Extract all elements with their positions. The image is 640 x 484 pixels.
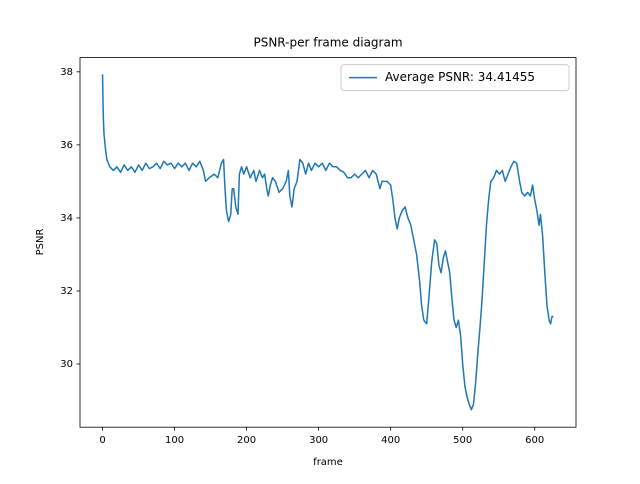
x-tick-label: 200 xyxy=(237,435,256,446)
x-tick-label: 0 xyxy=(99,435,105,446)
legend-label: Average PSNR: 34.41455 xyxy=(385,70,535,84)
y-tick-label: 38 xyxy=(60,67,73,78)
plot-frame xyxy=(79,57,577,428)
x-tick-label: 500 xyxy=(453,435,472,446)
legend-box xyxy=(340,64,570,92)
x-tick-label: 300 xyxy=(309,435,328,446)
x-tick-label: 600 xyxy=(525,435,544,446)
x-tick-label: 400 xyxy=(381,435,400,446)
y-tick-label: 32 xyxy=(60,286,73,297)
x-tick-label: 100 xyxy=(165,435,184,446)
x-axis-label: frame xyxy=(313,457,343,468)
chart-title: PSNR-per frame diagram xyxy=(253,36,402,50)
y-tick-label: 30 xyxy=(60,359,73,370)
y-axis-label: PSNR xyxy=(35,229,46,256)
y-tick-label: 36 xyxy=(60,140,73,151)
y-tick-label: 34 xyxy=(60,213,73,224)
data-line xyxy=(101,74,554,411)
